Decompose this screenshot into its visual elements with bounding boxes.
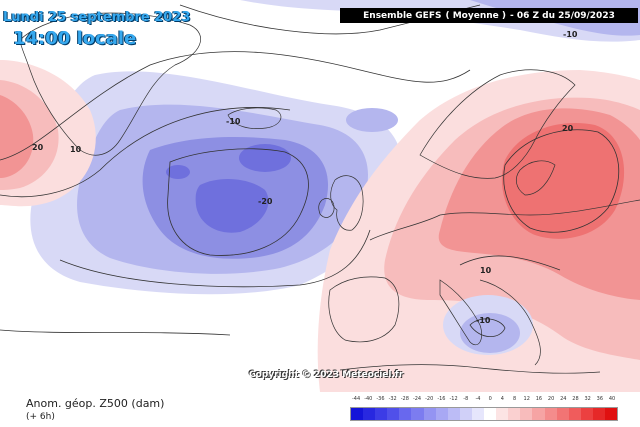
scale-swatch (459, 408, 472, 420)
scale-tick-label: -40 (364, 396, 373, 402)
scale-swatch (520, 408, 533, 420)
scale-swatch (399, 408, 412, 420)
contour-label-group: -10 20 10 -10 -20 20 10 -10 (32, 30, 578, 325)
coastline-ireland (318, 198, 335, 218)
contour-line (0, 107, 291, 198)
coastline-iceland (227, 107, 282, 129)
scale-tick-label: 12 (523, 396, 530, 402)
scale-tick-label: 4 (500, 396, 504, 402)
coastline-balkans (479, 279, 541, 366)
scale-swatch (580, 408, 593, 420)
coastline-iberia (328, 276, 400, 343)
scale-tick-label: 16 (535, 396, 543, 402)
scale-swatch (411, 408, 424, 420)
scale-swatch (471, 408, 485, 420)
contour-label: 20 (562, 124, 574, 133)
contour-line (0, 51, 471, 161)
scale-swatch (375, 408, 388, 420)
scale-tick-label: -16 (437, 396, 446, 402)
scale-tick-label: -20 (425, 396, 434, 402)
scale-tick-label: 28 (572, 396, 579, 402)
contour-label: -10 (476, 316, 491, 325)
contour-label: 20 (32, 143, 44, 152)
scale-tick-label: -28 (400, 396, 409, 402)
scale-swatch (544, 408, 557, 420)
scale-swatch (532, 408, 545, 420)
scale-swatch (447, 408, 460, 420)
scale-tick-label: 24 (560, 396, 567, 402)
forecast-offset: (+ 6h) (26, 412, 55, 422)
coastline-greenland (19, 12, 201, 156)
forecast-date: Lundi 25 septembre 2023 (3, 10, 191, 25)
contour-line (503, 129, 620, 233)
scale-tick-label: -36 (376, 396, 385, 402)
positive-anomaly-europe-core (501, 123, 625, 239)
model-mode: ( Moyenne ) (445, 10, 506, 21)
contour-line (469, 318, 506, 338)
negative-anomaly-core (195, 178, 269, 233)
scale-swatch (423, 408, 436, 420)
scale-tick-label: -8 (463, 396, 469, 402)
scale-swatch (363, 408, 376, 420)
negative-anomaly-core-west (166, 165, 190, 179)
scale-swatch (435, 408, 448, 420)
scale-swatch (592, 408, 605, 420)
scale-tick-label: -24 (412, 396, 422, 402)
coastline-baltic (515, 160, 556, 196)
scale-swatch (604, 408, 618, 420)
coastline-italy (439, 279, 483, 346)
contour-line (59, 229, 371, 288)
contour-label: -10 (563, 30, 578, 39)
scale-tick-label: -44 (352, 396, 361, 402)
scale-tick-label: -32 (388, 396, 397, 402)
anomaly-map: -10 20 10 -10 -20 20 10 -10 (0, 0, 640, 392)
contour-line (459, 255, 561, 271)
negative-anomaly-balkans-core (460, 313, 520, 353)
forecast-time: 14:00 locale (13, 28, 137, 49)
contour-line (167, 148, 309, 256)
scale-tick-label: 32 (584, 396, 591, 402)
model-run-banner: Ensemble GEFS ( Moyenne ) - 06 Z du 25/0… (340, 8, 638, 23)
scale-swatch (484, 408, 497, 420)
color-scale-swatches (350, 407, 618, 421)
scale-swatch (496, 408, 509, 420)
scale-tick-label: 8 (512, 396, 517, 402)
scale-swatch (508, 408, 521, 420)
scale-swatch (387, 408, 400, 420)
scale-tick-label: -12 (449, 396, 458, 402)
contour-label: 10 (70, 145, 82, 154)
scale-tick-label: -4 (475, 396, 481, 402)
negative-anomaly-north-lobe (346, 108, 398, 132)
negative-anomaly-core-north (239, 144, 291, 172)
scale-swatch (568, 408, 581, 420)
color-scale-labels: -44 -40 -36 -32 -28 -24 -20 -16 -12 -8 -4 0 4 8 12 16 20… (350, 396, 618, 405)
scale-tick-label: 36 (596, 396, 604, 402)
parameter-label: Anom. géop. Z500 (dam) (26, 397, 165, 410)
copyright-notice: Copyright © 2023 Meteociel.fr (249, 370, 404, 380)
contour-label: 10 (480, 266, 492, 275)
scale-tick-label: 20 (547, 396, 555, 402)
coastlines (19, 12, 640, 374)
model-run-time: - 06 Z du 25/09/2023 (510, 10, 615, 21)
model-name: Ensemble GEFS (363, 10, 442, 21)
coastline-north-africa (339, 364, 601, 374)
scale-swatch (351, 408, 364, 420)
coastline-europe (369, 199, 640, 241)
scale-tick-label: 0 (488, 396, 492, 402)
contour-line (0, 329, 231, 336)
scale-swatch (556, 408, 569, 420)
coastline-scandinavia (419, 69, 576, 179)
color-scale: -44 -40 -36 -32 -28 -24 -20 -16 -12 -8 -4 0 4 8 12 16 20… (350, 396, 618, 424)
scale-tick-label: 40 (608, 396, 616, 402)
contour-label: -20 (258, 197, 273, 206)
contour-label: -10 (226, 117, 241, 126)
coastline-uk (330, 175, 364, 231)
